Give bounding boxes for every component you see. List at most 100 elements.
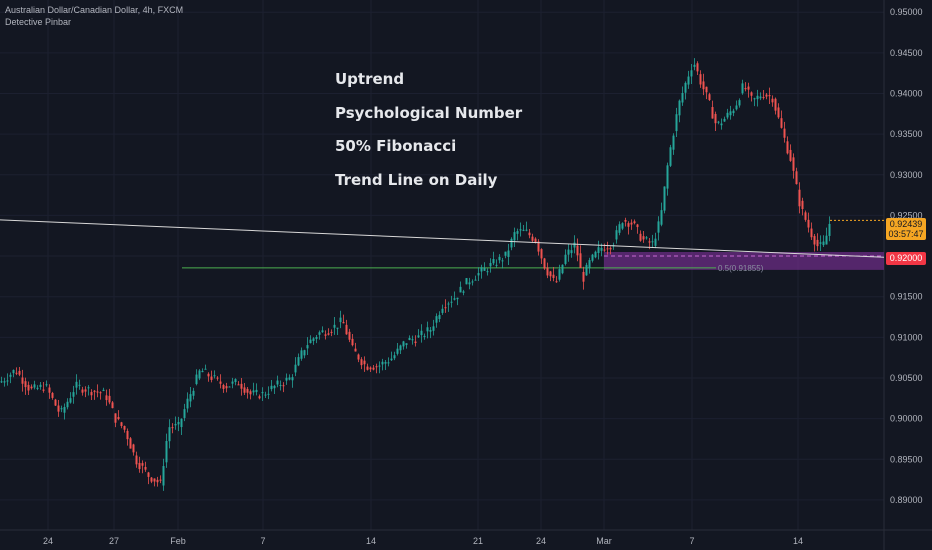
x-tick-label: 24 [536,536,546,546]
bar-countdown: 03:57:47 [888,229,924,239]
y-tick-label: 0.93500 [890,129,923,139]
candle-body [168,427,171,442]
candle-body [375,366,378,368]
candle-body [429,330,432,332]
candle-body [810,228,813,238]
candle-body [12,369,15,374]
candle-body [657,221,660,233]
candle-body [456,297,459,300]
candle-body [600,247,603,251]
last-price-badge: 0.92439 03:57:47 [886,218,926,240]
candle-body [648,241,651,243]
candle-body [741,83,744,94]
candle-body [78,384,81,386]
x-tick-label: 7 [260,536,265,546]
candle-body [570,250,573,254]
candle-body [480,267,483,272]
candle-body [63,407,66,413]
candle-body [45,384,48,386]
candle-body [603,249,606,251]
y-tick-label: 0.91000 [890,332,923,342]
candle-body [306,345,309,349]
candle-body [261,392,264,394]
candle-body [804,212,807,220]
candle-body [720,123,723,126]
candle-body [486,271,489,273]
candle-body [99,392,102,394]
candle-body [558,269,561,280]
candle-body [555,281,558,283]
candle-body [384,362,387,364]
candle-body [33,384,36,388]
candle-body [630,222,633,225]
candle-body [762,97,765,99]
candle-body [330,331,333,333]
candle-body [228,386,231,388]
annotation-fibonacci: 50% Fibonacci [335,137,457,155]
candle-body [828,223,831,236]
candle-body [135,455,138,465]
candle-body [219,381,222,384]
candle-body [462,291,465,293]
candle-body [144,466,147,470]
indicator-name[interactable]: Detective Pinbar [5,17,72,27]
candle-body [783,128,786,138]
candle-body [816,239,819,247]
x-tick-label: Mar [596,536,612,546]
candle-body [633,221,636,224]
candle-body [432,326,435,331]
candle-body [396,348,399,354]
candle-body [42,389,45,391]
candle-body [513,232,516,241]
candle-body [360,359,363,366]
candle-body [111,402,114,409]
candle-body [732,110,735,114]
candle-body [183,409,186,418]
candle-body [75,381,78,388]
candle-body [426,327,429,332]
candle-body [477,273,480,276]
trend-line[interactable] [0,219,885,258]
candle-body [126,430,129,440]
candle-body [357,354,360,360]
candle-body [156,479,159,483]
candle-body [333,324,336,328]
candle-body [171,427,174,429]
candle-body [84,389,87,392]
candle-body [699,74,702,85]
annotation-uptrend: Uptrend [335,70,405,88]
candle-body [579,253,582,268]
candle-body [504,251,507,256]
candle-body [255,389,258,393]
candle-body [750,92,753,96]
candle-body [18,370,21,375]
candle-body [393,355,396,359]
candle-body [753,98,756,100]
candle-body [549,271,552,277]
candle-body [717,121,720,123]
candle-body [315,337,318,339]
candle-body [702,81,705,90]
candle-body [342,322,345,324]
candle-body [711,107,714,119]
candle-body [180,418,183,428]
candle-body [690,70,693,77]
candle-body [681,92,684,103]
candle-body [729,111,732,116]
candle-body [774,98,777,111]
candle-body [594,251,597,258]
candle-body [573,242,576,248]
candle-body [411,339,414,341]
candle-body [138,462,141,470]
candle-body [564,254,567,264]
candle-body [105,395,108,401]
candle-body [159,479,162,481]
candle-body [714,113,717,124]
candle-body [501,260,504,262]
candle-body [402,341,405,347]
candle-body [237,384,240,386]
candle-body [651,241,654,243]
candle-body [660,210,663,225]
candle-body [3,381,6,383]
